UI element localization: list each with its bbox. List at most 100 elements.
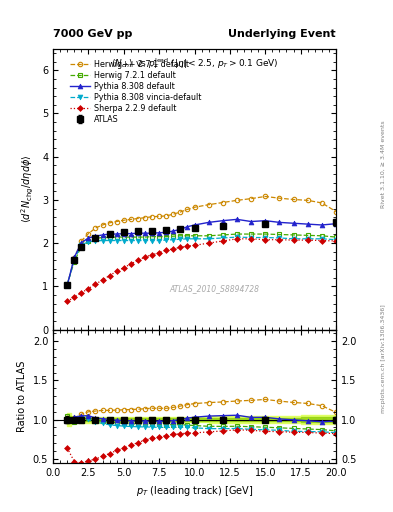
Pythia 8.308 vincia-default [65,283,70,289]
Herwig++ 2.7.1 default [136,216,140,222]
Pythia 8.308 default [114,231,119,237]
Pythia 8.308 default [263,218,268,224]
Pythia 8.308 vincia-default [249,234,253,241]
Pythia 8.308 default [249,219,253,225]
Herwig++ 2.7.1 default [192,204,197,210]
Pythia 8.308 vincia-default [143,238,147,244]
Pythia 8.308 default [171,228,176,234]
Pythia 8.308 vincia-default [320,236,324,242]
Pythia 8.308 vincia-default [121,238,126,244]
Herwig++ 2.7.1 default [249,196,253,202]
Herwig++ 2.7.1 default [277,195,282,201]
Pythia 8.308 default [93,233,98,239]
Pythia 8.308 vincia-default [72,257,77,263]
Pythia 8.308 default [107,231,112,237]
Pythia 8.308 vincia-default [136,238,140,244]
Text: Rivet 3.1.10, ≥ 3.4M events: Rivet 3.1.10, ≥ 3.4M events [381,120,386,208]
Pythia 8.308 vincia-default [150,238,154,244]
Sherpa 2.2.9 default [100,277,105,283]
Herwig 7.2.1 default [305,232,310,239]
Pythia 8.308 default [277,219,282,225]
Pythia 8.308 default [291,220,296,226]
Sherpa 2.2.9 default [178,244,183,250]
Herwig 7.2.1 default [129,234,133,240]
Herwig 7.2.1 default [334,234,338,240]
Sherpa 2.2.9 default [79,290,84,296]
Herwig++ 2.7.1 default [157,214,162,220]
Pythia 8.308 vincia-default [192,236,197,242]
Herwig++ 2.7.1 default [79,238,84,244]
Sherpa 2.2.9 default [150,252,154,258]
Pythia 8.308 default [192,222,197,228]
Line: Sherpa 2.2.9 default: Sherpa 2.2.9 default [65,237,338,304]
Sherpa 2.2.9 default [157,249,162,255]
Pythia 8.308 default [164,229,169,236]
Sherpa 2.2.9 default [277,237,282,243]
Herwig 7.2.1 default [185,233,190,239]
Sherpa 2.2.9 default [65,298,70,305]
Herwig 7.2.1 default [235,231,239,237]
Herwig++ 2.7.1 default [235,197,239,203]
Pythia 8.308 default [72,254,77,261]
Sherpa 2.2.9 default [320,238,324,244]
Herwig 7.2.1 default [114,234,119,240]
Pythia 8.308 vincia-default [164,237,169,243]
Herwig++ 2.7.1 default [291,197,296,203]
Pythia 8.308 vincia-default [206,236,211,242]
Pythia 8.308 default [178,226,183,232]
Herwig 7.2.1 default [100,234,105,241]
Herwig 7.2.1 default [157,233,162,240]
Herwig 7.2.1 default [65,281,70,287]
Pythia 8.308 vincia-default [178,236,183,242]
Herwig 7.2.1 default [72,259,77,265]
Sherpa 2.2.9 default [334,238,338,244]
Pythia 8.308 vincia-default [263,234,268,241]
Sherpa 2.2.9 default [143,254,147,260]
Herwig 7.2.1 default [136,234,140,240]
Herwig++ 2.7.1 default [164,213,169,219]
Text: Underlying Event: Underlying Event [228,29,336,39]
Line: Pythia 8.308 default: Pythia 8.308 default [65,217,338,288]
Pythia 8.308 default [143,230,147,236]
Pythia 8.308 default [220,218,225,224]
Pythia 8.308 vincia-default [93,238,98,244]
Herwig 7.2.1 default [93,236,98,242]
Sherpa 2.2.9 default [291,237,296,243]
Pythia 8.308 vincia-default [185,236,190,242]
Herwig 7.2.1 default [79,243,84,249]
Sherpa 2.2.9 default [86,286,91,292]
Sherpa 2.2.9 default [114,268,119,274]
Herwig++ 2.7.1 default [114,219,119,225]
Herwig 7.2.1 default [249,231,253,237]
Herwig++ 2.7.1 default [334,208,338,215]
Pythia 8.308 vincia-default [334,237,338,243]
Sherpa 2.2.9 default [206,240,211,246]
X-axis label: $p_T$ (leading track) [GeV]: $p_T$ (leading track) [GeV] [136,484,253,498]
Pythia 8.308 default [320,222,324,228]
Pythia 8.308 vincia-default [220,235,225,241]
Herwig 7.2.1 default [192,233,197,239]
Sherpa 2.2.9 default [249,236,253,242]
Herwig++ 2.7.1 default [65,283,70,289]
Herwig 7.2.1 default [277,231,282,238]
Sherpa 2.2.9 default [263,237,268,243]
Text: 7000 GeV pp: 7000 GeV pp [53,29,132,39]
Pythia 8.308 default [235,216,239,222]
Pythia 8.308 default [65,283,70,289]
Legend: Herwig++ 2.7.1 default, Herwig 7.2.1 default, Pythia 8.308 default, Pythia 8.308: Herwig++ 2.7.1 default, Herwig 7.2.1 def… [68,58,203,125]
Y-axis label: $\langle d^2 N_{\rm chg}/d\eta d\phi \rangle$: $\langle d^2 N_{\rm chg}/d\eta d\phi \ra… [20,155,37,223]
Herwig++ 2.7.1 default [178,209,183,215]
Herwig++ 2.7.1 default [93,225,98,231]
Pythia 8.308 default [305,221,310,227]
Pythia 8.308 default [129,230,133,237]
Herwig 7.2.1 default [206,233,211,239]
Herwig 7.2.1 default [178,233,183,239]
Pythia 8.308 default [185,224,190,230]
Line: Herwig 7.2.1 default: Herwig 7.2.1 default [65,232,338,286]
Pythia 8.308 vincia-default [107,238,112,244]
Sherpa 2.2.9 default [72,294,77,300]
Y-axis label: Ratio to ATLAS: Ratio to ATLAS [17,361,27,432]
Herwig++ 2.7.1 default [150,214,154,220]
Sherpa 2.2.9 default [129,261,133,267]
Sherpa 2.2.9 default [171,246,176,252]
